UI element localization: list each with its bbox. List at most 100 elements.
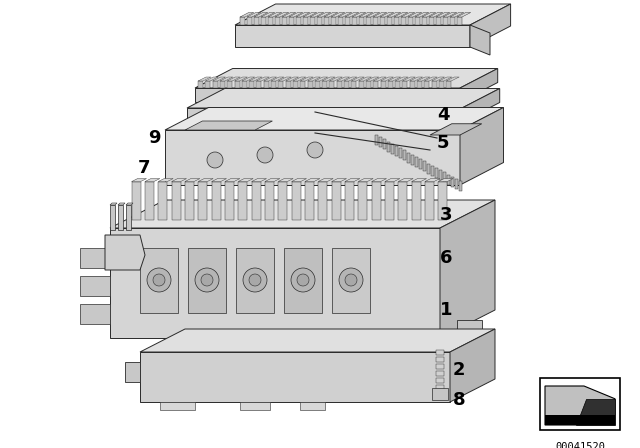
- Polygon shape: [187, 108, 462, 122]
- Bar: [407, 153, 410, 163]
- Polygon shape: [220, 81, 225, 88]
- Polygon shape: [262, 205, 276, 208]
- Polygon shape: [373, 17, 378, 25]
- Bar: [459, 181, 462, 191]
- Polygon shape: [145, 179, 160, 181]
- Polygon shape: [234, 81, 239, 88]
- Polygon shape: [214, 205, 228, 208]
- Polygon shape: [344, 81, 349, 88]
- Polygon shape: [450, 329, 495, 402]
- Polygon shape: [415, 17, 420, 25]
- Polygon shape: [358, 77, 372, 81]
- Polygon shape: [460, 108, 504, 185]
- Polygon shape: [412, 179, 426, 181]
- Polygon shape: [225, 179, 240, 181]
- Polygon shape: [450, 13, 464, 17]
- Polygon shape: [357, 208, 365, 253]
- Polygon shape: [271, 208, 280, 253]
- Polygon shape: [380, 17, 385, 25]
- Polygon shape: [300, 208, 308, 253]
- Polygon shape: [457, 13, 470, 17]
- Polygon shape: [385, 179, 400, 181]
- Polygon shape: [310, 17, 315, 25]
- Polygon shape: [359, 17, 364, 25]
- Bar: [427, 164, 430, 173]
- Polygon shape: [345, 17, 350, 25]
- Polygon shape: [387, 17, 392, 25]
- Polygon shape: [345, 179, 360, 181]
- Polygon shape: [318, 179, 333, 181]
- Polygon shape: [268, 17, 273, 25]
- Polygon shape: [367, 205, 381, 208]
- Polygon shape: [345, 13, 358, 17]
- Polygon shape: [252, 181, 260, 220]
- Bar: [387, 142, 390, 151]
- Polygon shape: [401, 17, 406, 25]
- Polygon shape: [318, 181, 327, 220]
- Polygon shape: [214, 208, 223, 253]
- Circle shape: [201, 274, 213, 286]
- Polygon shape: [425, 181, 434, 220]
- Bar: [447, 175, 450, 185]
- Bar: [431, 166, 434, 176]
- Polygon shape: [408, 17, 413, 25]
- Polygon shape: [110, 200, 495, 228]
- Polygon shape: [118, 203, 125, 205]
- Bar: [391, 144, 394, 154]
- Bar: [415, 157, 418, 167]
- Polygon shape: [388, 81, 393, 88]
- Polygon shape: [366, 81, 371, 88]
- Polygon shape: [366, 17, 371, 25]
- Polygon shape: [291, 181, 301, 220]
- Polygon shape: [417, 81, 422, 88]
- Polygon shape: [394, 13, 408, 17]
- Polygon shape: [212, 81, 218, 88]
- Polygon shape: [300, 81, 305, 88]
- Polygon shape: [205, 205, 219, 208]
- Polygon shape: [338, 208, 346, 253]
- Polygon shape: [293, 81, 298, 88]
- Bar: [379, 137, 382, 147]
- Circle shape: [249, 274, 261, 286]
- Polygon shape: [300, 402, 325, 410]
- Bar: [375, 135, 378, 145]
- Polygon shape: [278, 77, 291, 81]
- Polygon shape: [240, 17, 245, 25]
- Polygon shape: [332, 248, 370, 313]
- Polygon shape: [281, 205, 295, 208]
- Polygon shape: [195, 69, 498, 88]
- Polygon shape: [351, 77, 364, 81]
- Polygon shape: [470, 25, 490, 55]
- Polygon shape: [271, 77, 284, 81]
- Polygon shape: [404, 205, 419, 208]
- Polygon shape: [118, 205, 123, 230]
- Polygon shape: [278, 181, 287, 220]
- Polygon shape: [415, 13, 429, 17]
- Polygon shape: [165, 108, 504, 130]
- Text: 8: 8: [453, 391, 466, 409]
- Polygon shape: [291, 208, 298, 253]
- Circle shape: [297, 274, 309, 286]
- Polygon shape: [380, 13, 394, 17]
- Polygon shape: [431, 81, 436, 88]
- Polygon shape: [395, 77, 408, 81]
- Polygon shape: [332, 181, 340, 220]
- Polygon shape: [291, 179, 307, 181]
- Polygon shape: [424, 77, 437, 81]
- Polygon shape: [249, 77, 262, 81]
- Polygon shape: [240, 402, 270, 410]
- Polygon shape: [271, 81, 276, 88]
- Polygon shape: [328, 208, 337, 253]
- Polygon shape: [185, 121, 273, 130]
- Polygon shape: [403, 81, 408, 88]
- Polygon shape: [211, 179, 227, 181]
- Polygon shape: [436, 350, 444, 355]
- Polygon shape: [358, 179, 373, 181]
- Polygon shape: [126, 205, 131, 230]
- Polygon shape: [235, 25, 470, 47]
- Polygon shape: [249, 81, 254, 88]
- Polygon shape: [324, 17, 329, 25]
- Polygon shape: [80, 276, 110, 296]
- Polygon shape: [429, 17, 434, 25]
- Polygon shape: [385, 205, 399, 208]
